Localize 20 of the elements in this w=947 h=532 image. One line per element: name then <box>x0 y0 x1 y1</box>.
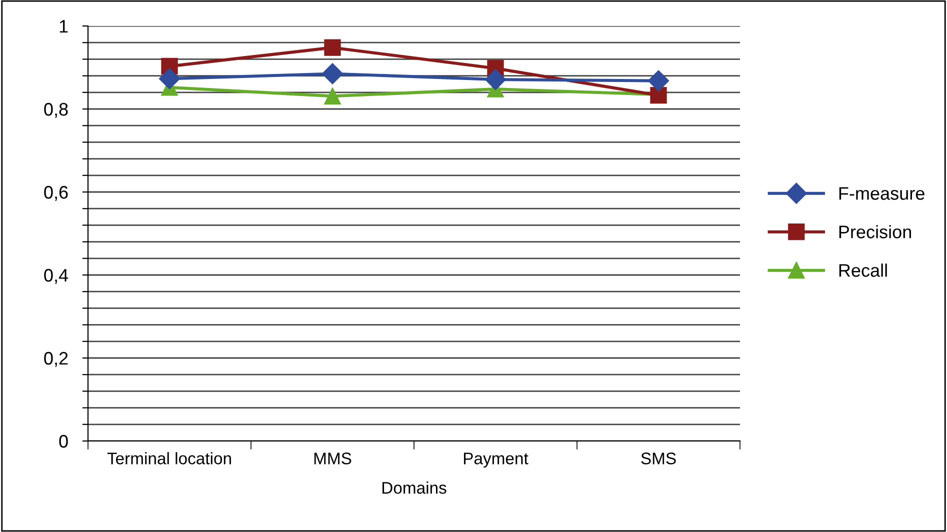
point <box>648 70 670 92</box>
y-tick-label: 0,2 <box>44 352 68 367</box>
y-tick-label: 0 <box>59 434 68 448</box>
legend-label: Precision <box>839 225 911 238</box>
legend-label: Recall <box>839 264 887 277</box>
x-tick-label: SMS <box>641 452 676 464</box>
x-tick-label: MMS <box>314 452 352 464</box>
y-tick-label: 0,8 <box>44 102 68 118</box>
y-tick-label: 0,6 <box>44 186 68 201</box>
x-tick-label: Payment <box>464 452 528 468</box>
point <box>484 69 506 90</box>
point <box>324 39 341 56</box>
point <box>324 88 341 104</box>
legend-label: F-measure <box>839 187 924 200</box>
point <box>158 68 180 90</box>
x-tick-label: Terminal location <box>107 452 231 464</box>
y-tick-label: 1 <box>60 20 68 33</box>
point <box>322 63 344 84</box>
y-tick-label: 0,4 <box>44 268 68 284</box>
x-axis-title: Domains <box>382 482 446 494</box>
